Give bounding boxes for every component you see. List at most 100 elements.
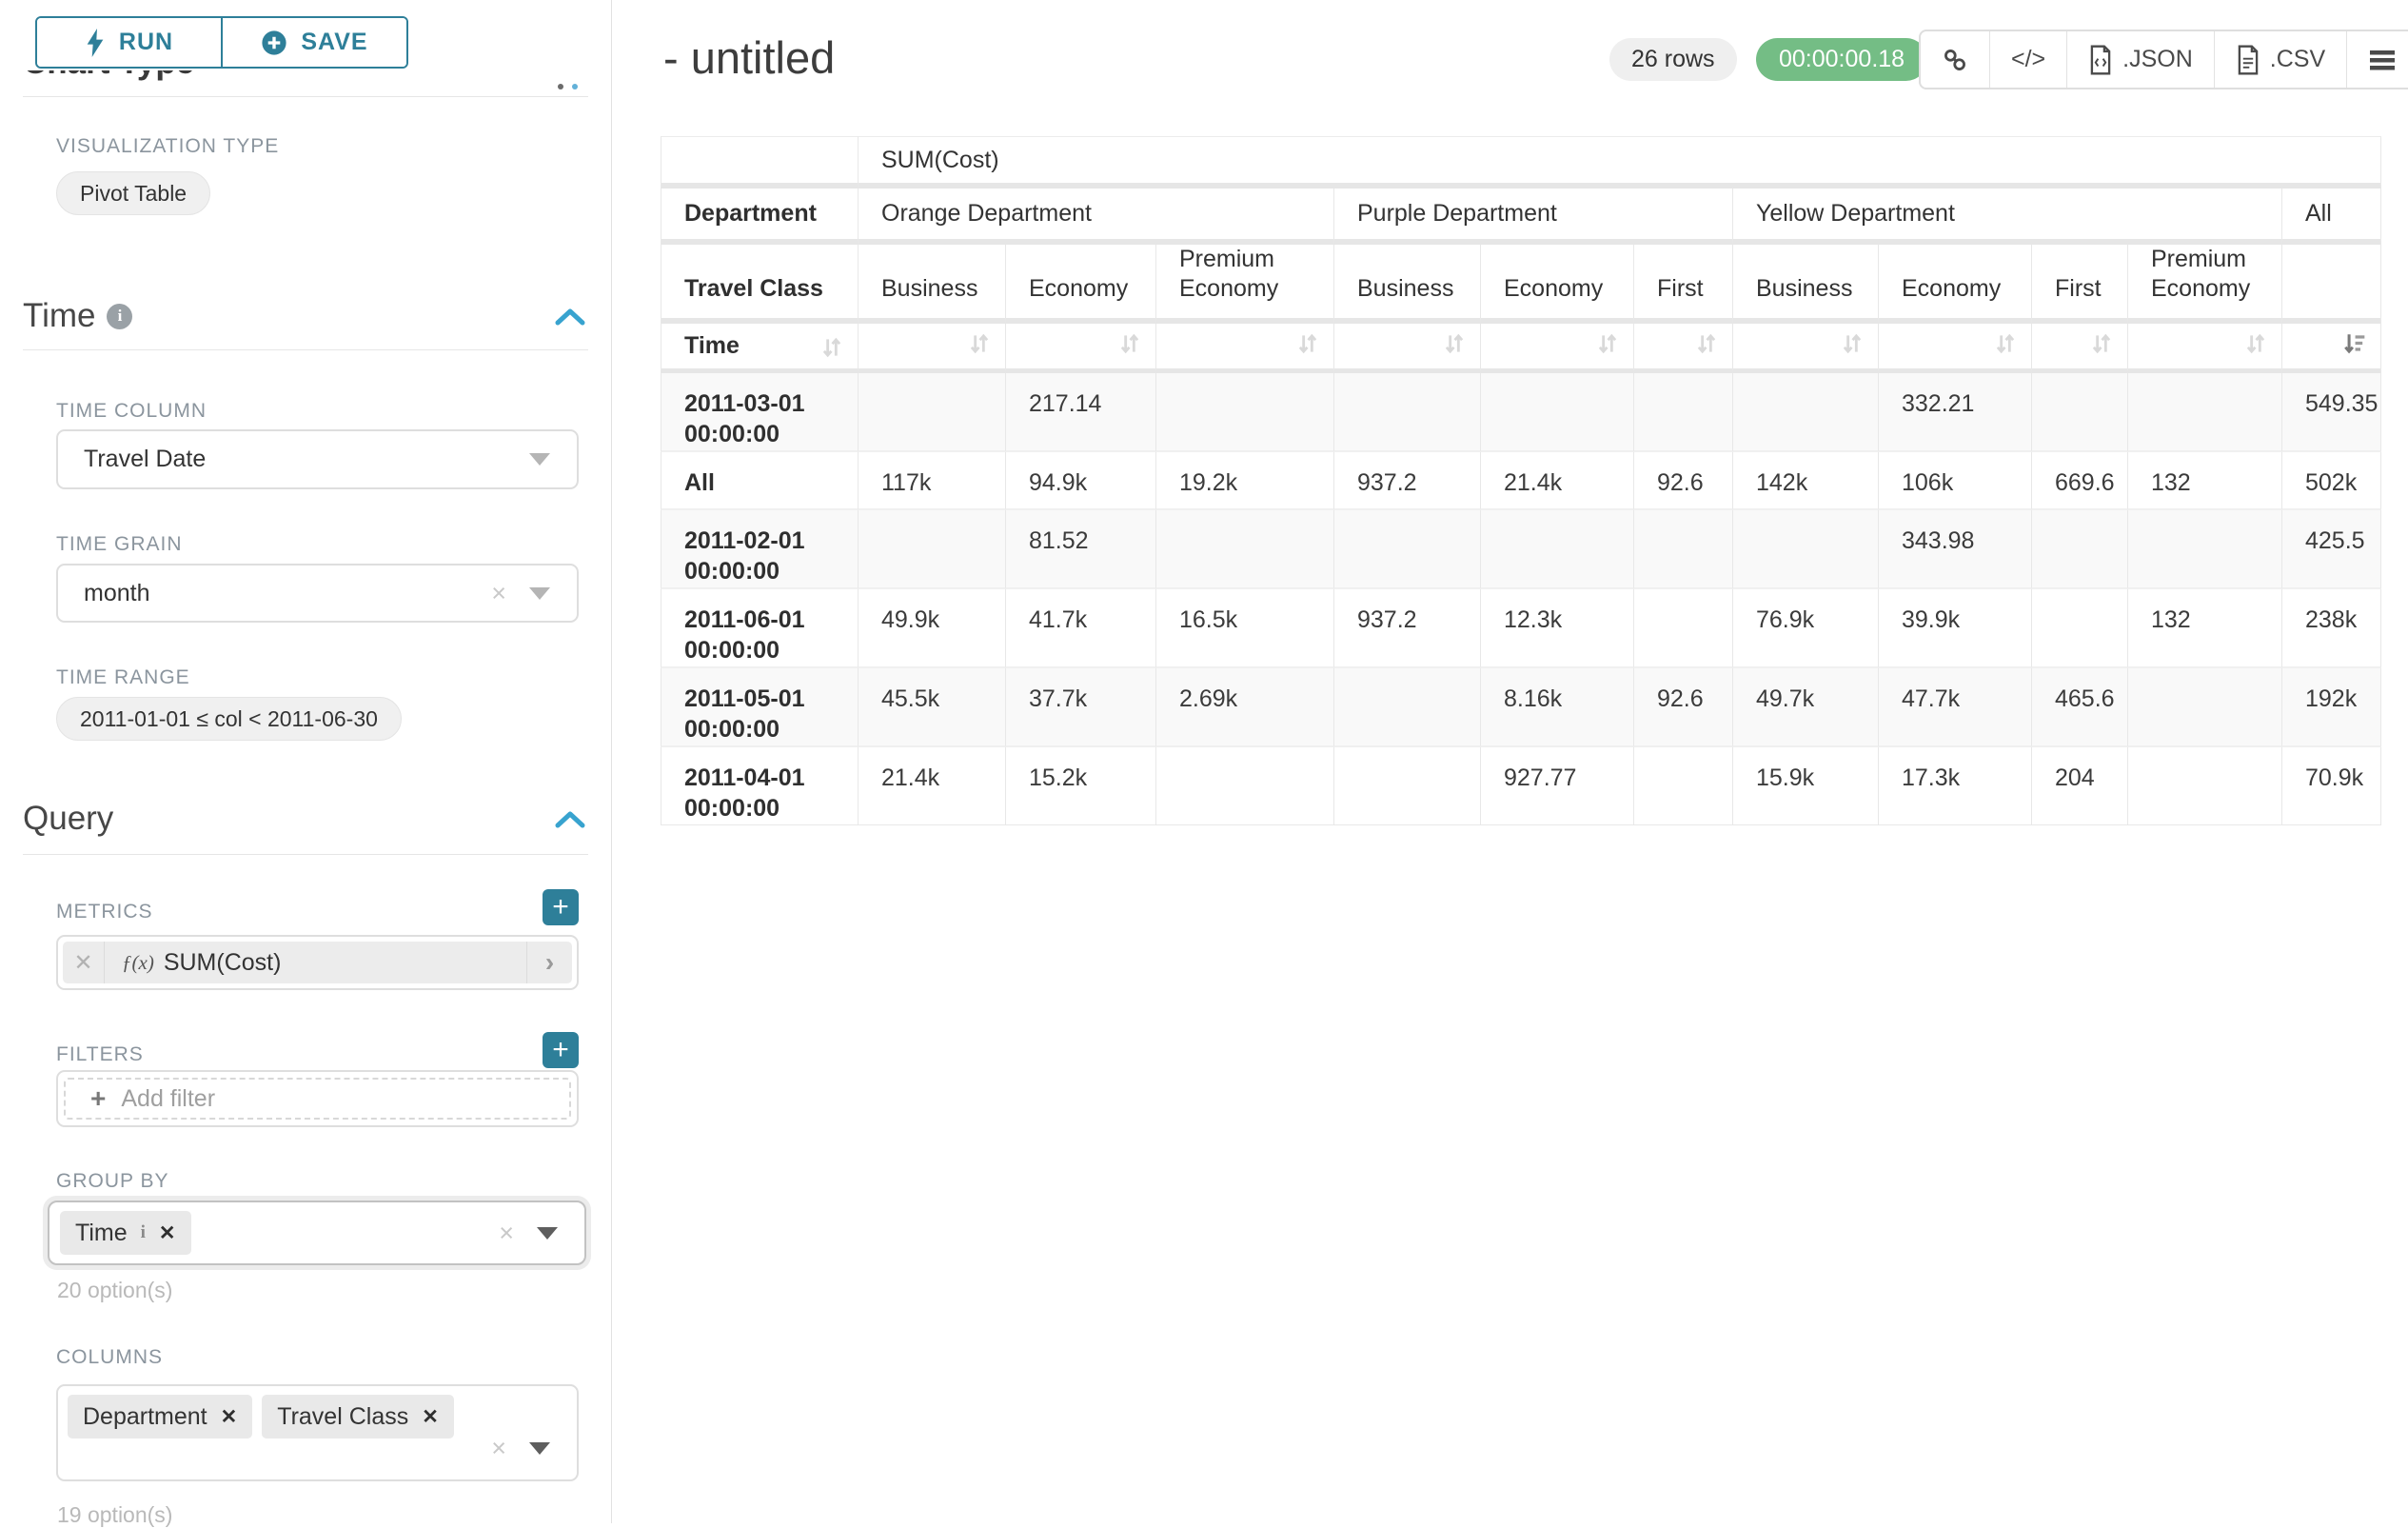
- section-divider: [23, 96, 588, 97]
- remove-tag-icon[interactable]: ✕: [221, 1405, 238, 1429]
- column-header: Premium Economy: [2128, 245, 2282, 324]
- sortable-column-header[interactable]: [1334, 324, 1481, 373]
- column-header: Economy: [1879, 245, 2032, 324]
- filters-label: FILTERS: [56, 1043, 144, 1066]
- remove-tag-icon[interactable]: ✕: [422, 1405, 439, 1429]
- metrics-label: METRICS: [56, 901, 153, 923]
- column-header: Business: [1334, 245, 1481, 324]
- columns-select[interactable]: Department ✕ Travel Class ✕ ×: [56, 1384, 579, 1481]
- save-button[interactable]: SAVE: [223, 18, 406, 67]
- column-header: Business: [859, 245, 1006, 324]
- chevron-down-icon: [529, 1442, 550, 1455]
- row-label: 2011-03-01 00:00:00: [661, 373, 859, 452]
- time-grain-label: TIME GRAIN: [56, 533, 183, 556]
- clear-icon[interactable]: ×: [491, 1436, 506, 1461]
- corner-cell: [661, 136, 859, 189]
- row-label: 2011-04-01 00:00:00: [661, 747, 859, 825]
- table-row: All 117k94.9k 19.2k937.2 21.4k92.6 142k1…: [661, 452, 2381, 510]
- export-csv-button[interactable]: .CSV: [2214, 31, 2346, 88]
- sort-icon[interactable]: [1117, 331, 1142, 356]
- sort-descending-icon[interactable]: [2341, 331, 2367, 356]
- table-row: 2011-06-01 00:00:00 49.9k41.7k 16.5k937.…: [661, 589, 2381, 668]
- export-json-button[interactable]: .JSON: [2066, 31, 2214, 88]
- run-save-button-group: RUN SAVE: [35, 16, 408, 69]
- clear-icon[interactable]: ×: [499, 1220, 514, 1246]
- columns-tag-travel-class[interactable]: Travel Class ✕: [262, 1395, 454, 1439]
- column-header: Economy: [1481, 245, 1634, 324]
- link-icon: [1942, 47, 1968, 73]
- table-row: 2011-05-01 00:00:00 45.5k37.7k 2.69k 8.1…: [661, 668, 2381, 747]
- clipped-icon-dot: [558, 84, 563, 89]
- time-sort-header[interactable]: Time: [661, 324, 859, 373]
- sort-icon[interactable]: [2089, 331, 2114, 356]
- sortable-column-header[interactable]: [859, 324, 1006, 373]
- columns-tag-department[interactable]: Department ✕: [68, 1395, 252, 1439]
- menu-button[interactable]: [2346, 31, 2408, 88]
- row-label: 2011-05-01 00:00:00: [661, 668, 859, 747]
- chart-title[interactable]: - untitled: [663, 31, 835, 84]
- sort-icon[interactable]: [1840, 331, 1865, 356]
- sort-icon[interactable]: [1442, 331, 1467, 356]
- remove-metric-icon[interactable]: ✕: [63, 942, 105, 983]
- time-column-select[interactable]: Travel Date: [56, 429, 579, 489]
- pivot-table: SUM(Cost) Department Orange Department P…: [661, 136, 2381, 825]
- info-icon: i: [141, 1222, 146, 1243]
- sidebar-header: RUN SAVE: [0, 0, 611, 70]
- add-filter-dropzone[interactable]: + Add filter: [64, 1078, 571, 1120]
- view-query-button[interactable]: </>: [1989, 31, 2066, 88]
- lightning-icon: [85, 29, 106, 57]
- columns-label: COLUMNS: [56, 1346, 163, 1369]
- group-by-options-note: 20 option(s): [57, 1278, 172, 1303]
- chevron-down-icon: [529, 453, 550, 466]
- query-section-header[interactable]: Query: [23, 800, 113, 838]
- group-header-all: All: [2282, 189, 2381, 245]
- add-filter-plus-button[interactable]: +: [543, 1032, 579, 1068]
- group-by-tag-time[interactable]: Time i ✕: [60, 1211, 191, 1255]
- section-divider: [23, 854, 588, 855]
- clear-icon[interactable]: ×: [491, 581, 506, 606]
- group-header: Purple Department: [1334, 189, 1733, 245]
- sortable-column-header[interactable]: [2032, 324, 2128, 373]
- sortable-column-header[interactable]: [1879, 324, 2032, 373]
- sortable-column-header[interactable]: [1006, 324, 1156, 373]
- group-by-select[interactable]: Time i ✕ ×: [48, 1201, 586, 1265]
- run-button[interactable]: RUN: [37, 18, 223, 67]
- column-header: Economy: [1006, 245, 1156, 324]
- sorted-column-header[interactable]: [2282, 324, 2381, 373]
- filters-container: + Add filter: [56, 1070, 579, 1127]
- collapse-chevron-up-icon[interactable]: [554, 307, 586, 327]
- sortable-column-header[interactable]: [1156, 324, 1334, 373]
- metric-pill[interactable]: ✕ ƒ(x) SUM(Cost) ›: [63, 942, 572, 983]
- collapse-chevron-up-icon[interactable]: [554, 809, 586, 830]
- time-range-pill[interactable]: 2011-01-01 ≤ col < 2011-06-30: [56, 697, 402, 741]
- group-header: Yellow Department: [1733, 189, 2282, 245]
- travel-class-axis-label: Travel Class: [661, 245, 859, 324]
- sortable-column-header[interactable]: [1481, 324, 1634, 373]
- metrics-container: ✕ ƒ(x) SUM(Cost) ›: [56, 935, 579, 990]
- sortable-column-header[interactable]: [1733, 324, 1879, 373]
- sort-icon[interactable]: [1295, 331, 1320, 356]
- remove-tag-icon[interactable]: ✕: [159, 1221, 176, 1245]
- time-section-header[interactable]: Time i: [23, 297, 132, 335]
- sortable-column-header[interactable]: [2128, 324, 2282, 373]
- export-toolbar: </> .JSON .CSV: [1919, 30, 2408, 89]
- sort-icon[interactable]: [2243, 331, 2268, 356]
- column-header: Premium Economy: [1156, 245, 1334, 324]
- chevron-down-icon: [529, 587, 550, 600]
- time-grain-select[interactable]: month ×: [56, 564, 579, 623]
- row-label: 2011-06-01 00:00:00: [661, 589, 859, 668]
- share-link-button[interactable]: [1921, 31, 1989, 88]
- add-metric-button[interactable]: +: [543, 889, 579, 925]
- sort-icon[interactable]: [1595, 331, 1620, 356]
- control-panel-sidebar: Chart Type RUN SAVE VISUALIZATION TYPE P…: [0, 0, 612, 1523]
- chevron-right-icon[interactable]: ›: [526, 942, 572, 983]
- sort-icon[interactable]: [1993, 331, 2018, 356]
- group-by-label: GROUP BY: [56, 1170, 168, 1193]
- group-header: Orange Department: [859, 189, 1334, 245]
- sort-icon[interactable]: [967, 331, 992, 356]
- sort-icon[interactable]: [819, 335, 844, 360]
- viz-type-pill[interactable]: Pivot Table: [56, 171, 210, 215]
- sortable-column-header[interactable]: [1634, 324, 1733, 373]
- column-header: Business: [1733, 245, 1879, 324]
- sort-icon[interactable]: [1694, 331, 1719, 356]
